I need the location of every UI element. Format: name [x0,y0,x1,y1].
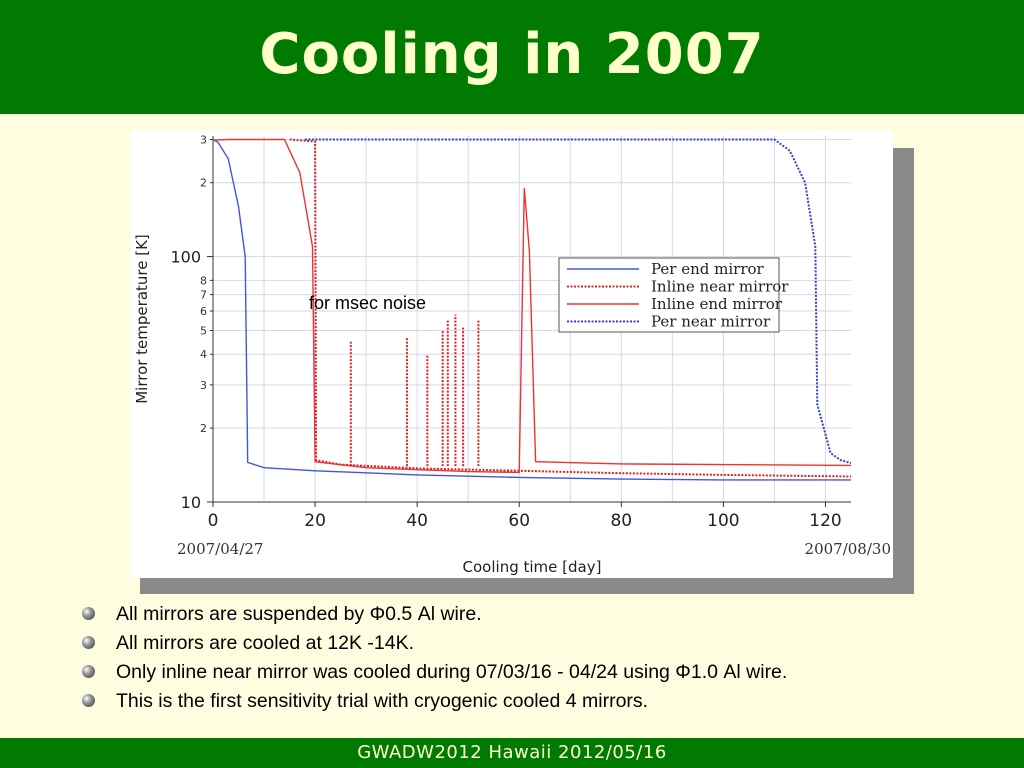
series-line-per-end-mirror [212,138,851,481]
bullet-item: All mirrors are cooled at 12K -14K. [82,629,787,658]
y-tick-label: 100 [170,248,201,267]
bullet-item: All mirrors are suspended by Φ0.5 Al wir… [82,600,787,629]
bullet-icon [82,636,95,649]
bullet-text: All mirrors are cooled at 12K -14K. [116,632,415,654]
x-end-date-label: 2007/08/30 [805,540,891,558]
y-axis-label: Mirror temperature [K] [133,234,151,404]
bullet-text: This is the first sensitivity trial with… [116,690,649,712]
x-tick-label: 60 [508,511,530,531]
bullet-icon [82,607,95,620]
x-tick-label: 40 [406,511,428,531]
bullet-text: Only inline near mirror was cooled durin… [116,661,788,683]
y-minor-tick-label: 4 [200,348,207,361]
x-tick-label: 80 [610,511,632,531]
legend-label: Inline end mirror [651,295,783,313]
y-minor-tick-label: 2 [200,422,207,435]
x-tick-label: 120 [809,511,841,531]
bullet-text: All mirrors are suspended by Φ0.5 Al wir… [116,603,482,625]
x-tick-label: 0 [208,511,219,531]
slide-title: Cooling in 2007 [259,22,765,87]
legend-label: Inline near mirror [651,278,789,296]
bullet-item: This is the first sensitivity trial with… [82,687,787,716]
y-minor-tick-label: 7 [200,289,207,302]
y-minor-tick-label: 2 [200,177,207,190]
legend-box [558,257,780,333]
legend-label: Per near mirror [651,313,771,331]
y-minor-tick-label: 8 [200,274,207,287]
chart-annotation: for msec noise [309,293,426,313]
legend-label: Per end mirror [651,260,765,278]
x-tick-label: 100 [707,511,739,531]
series-line-inline-end-mirror [212,138,852,474]
temperature-chart: 0 20 40 60 80 100 120 10 100 2 3 4 5 6 7 8 2 3 Cooling tim… [133,133,891,576]
y-tick-label: 10 [181,493,201,512]
chart-figure: 0 20 40 60 80 100 120 10 100 2 3 4 5 6 7 8 2 3 Cooling tim… [131,130,893,578]
y-minor-tick-label: 3 [200,133,207,146]
x-axis-label: Cooling time [day] [463,558,602,576]
title-bar: Cooling in 2007 [0,0,1024,114]
footer-bar: GWADW2012 Hawaii 2012/05/16 [0,738,1024,768]
y-minor-tick-label: 6 [200,305,207,318]
series-line-per-near-mirror [304,138,852,465]
bullet-list: All mirrors are suspended by Φ0.5 Al wir… [82,600,787,716]
bullet-icon [82,665,95,678]
x-start-date-label: 2007/04/27 [177,540,263,558]
bullet-icon [82,694,95,707]
x-tick-label: 20 [304,511,326,531]
y-minor-tick-label: 5 [200,324,207,337]
bullet-item: Only inline near mirror was cooled durin… [82,658,787,687]
footer-text: GWADW2012 Hawaii 2012/05/16 [357,742,667,763]
series-line-inline-near-mirror [289,138,852,478]
y-minor-tick-label: 3 [200,379,207,392]
